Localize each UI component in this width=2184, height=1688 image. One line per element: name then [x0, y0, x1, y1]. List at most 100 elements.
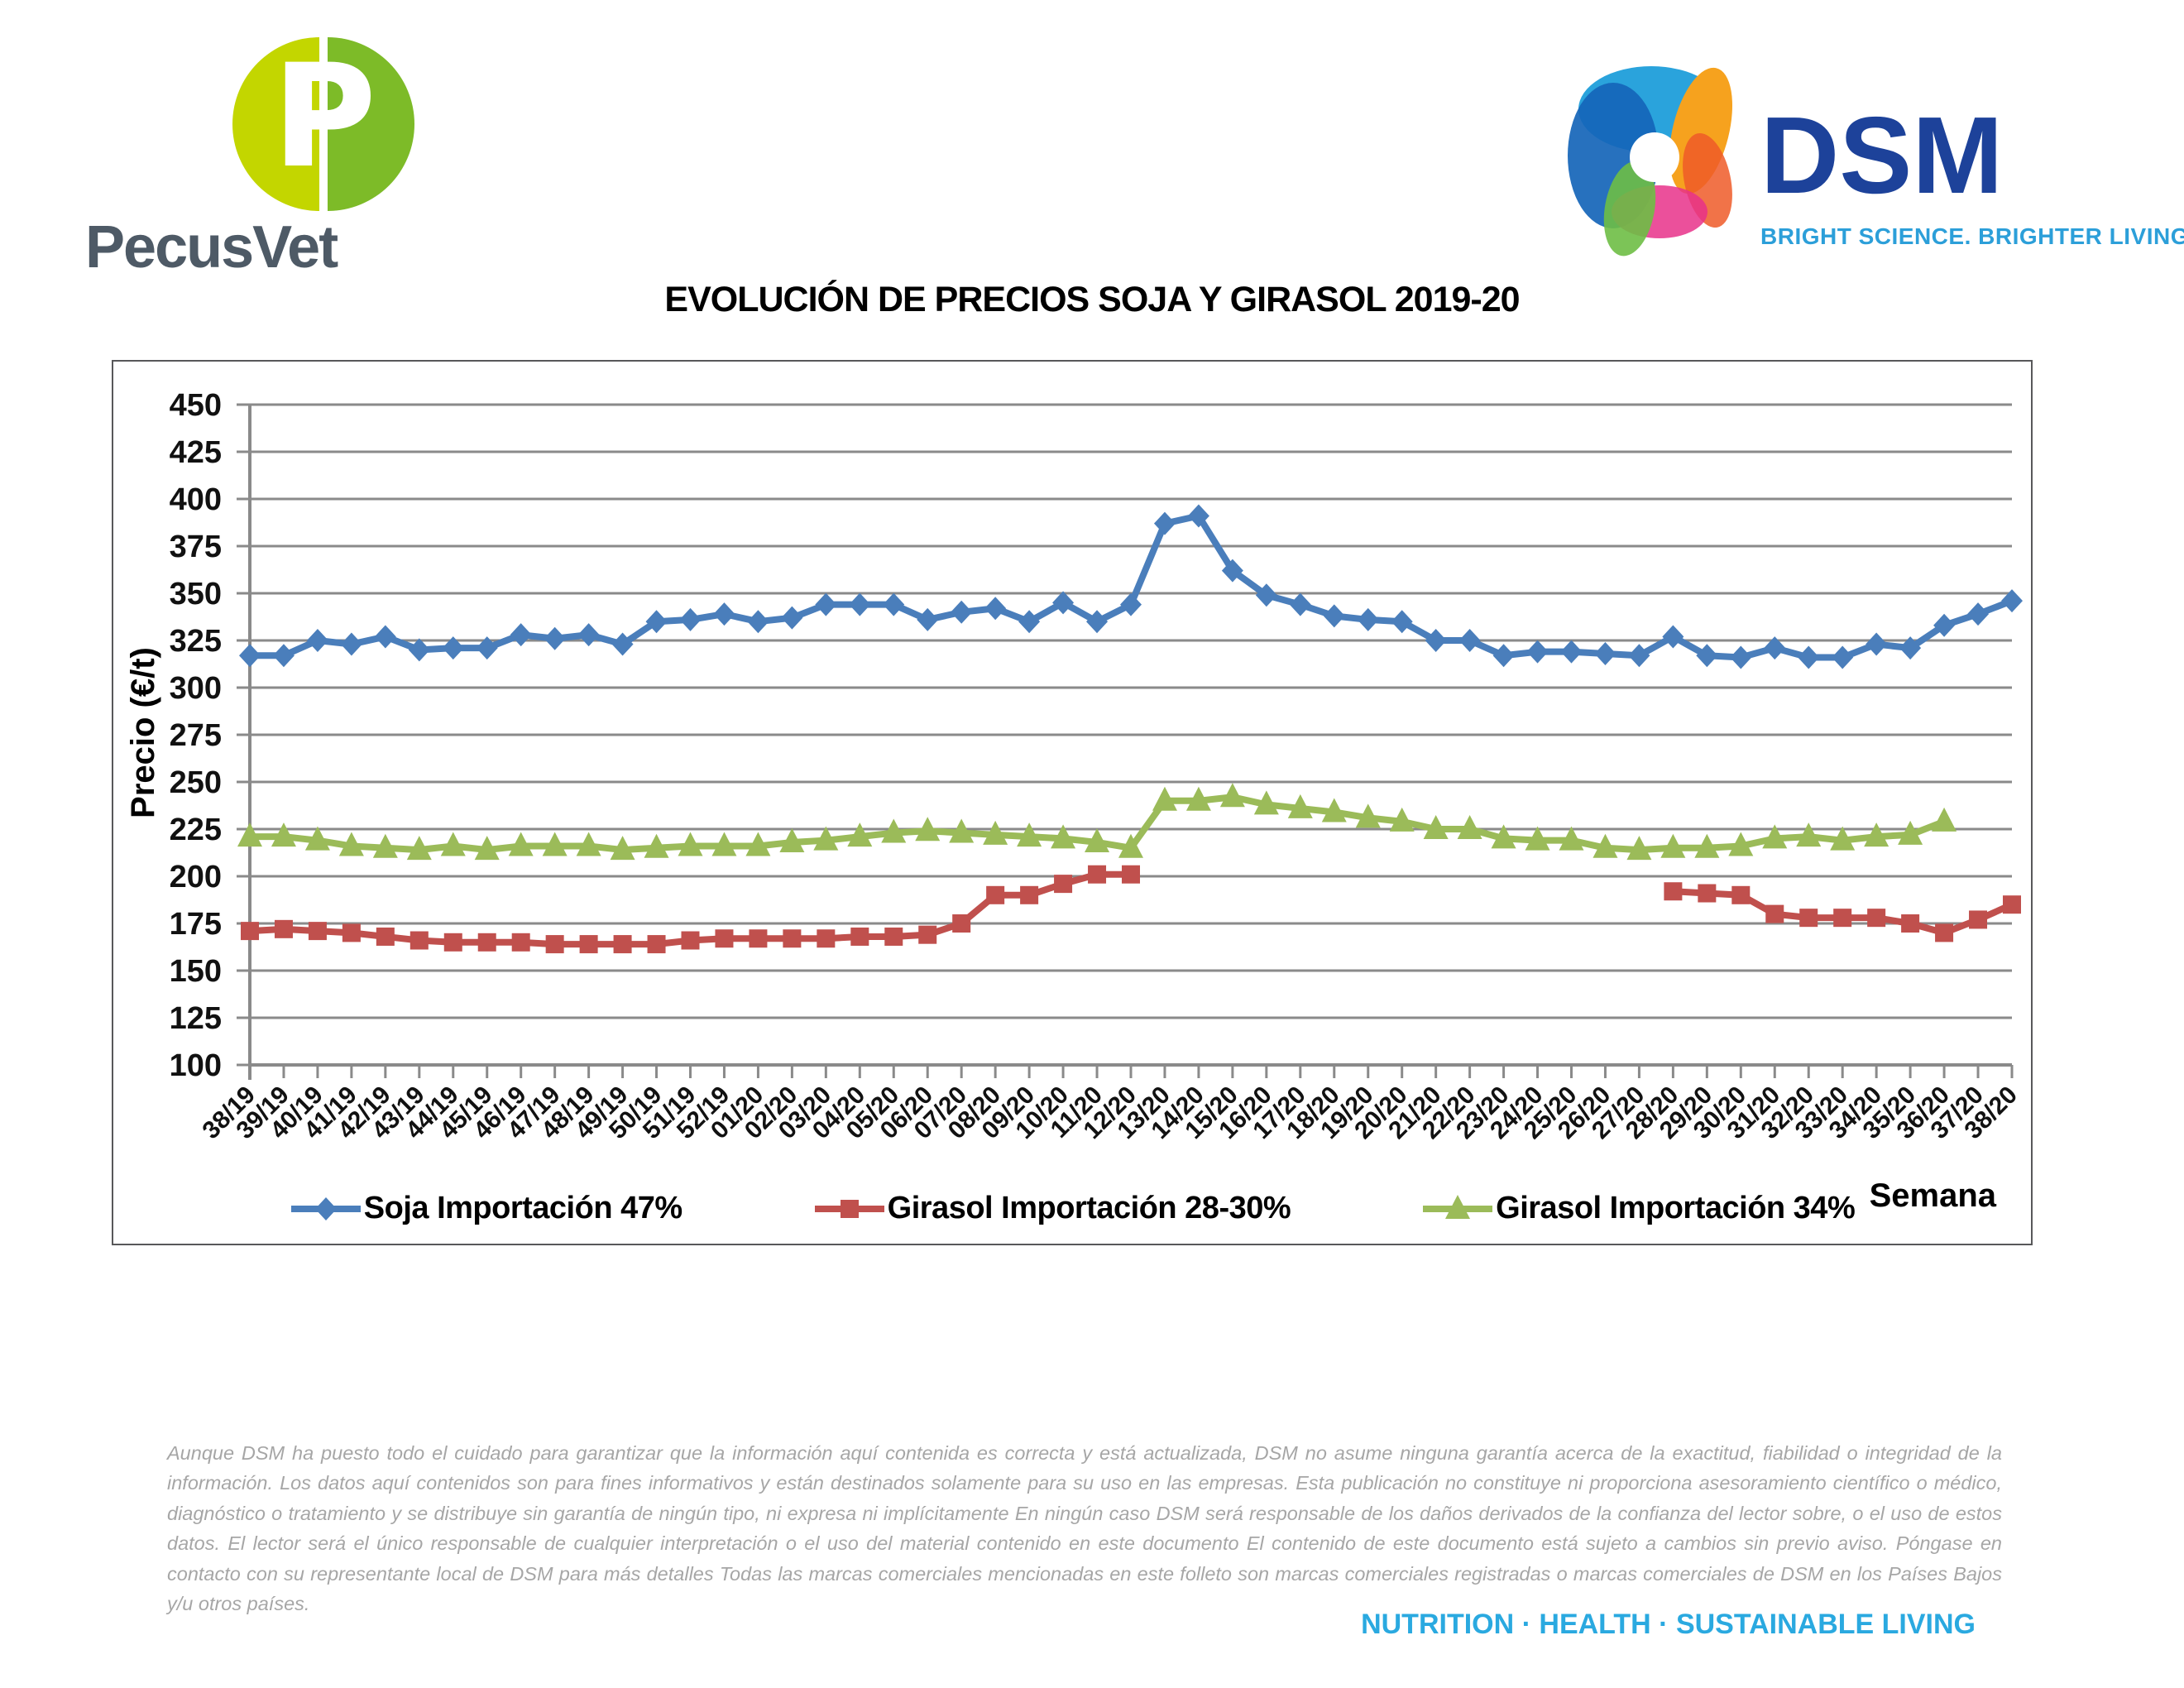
- data-point: [372, 833, 398, 858]
- data-point: [1662, 625, 1684, 649]
- legend-item-girasol-34[interactable]: Girasol Importación 34%: [1421, 1191, 1856, 1226]
- data-point: [1086, 610, 1109, 634]
- data-point: [408, 638, 430, 662]
- data-point: [1152, 786, 1177, 811]
- data-point: [1120, 592, 1142, 616]
- data-point: [1933, 613, 1956, 637]
- y-tick-label: 400: [170, 482, 222, 517]
- data-point: [443, 933, 462, 952]
- data-point: [915, 817, 941, 842]
- y-tick-label: 100: [170, 1048, 222, 1083]
- data-point: [1153, 511, 1176, 535]
- dsm-tagline: BRIGHT SCIENCE. BRIGHTER LIVING.: [1760, 223, 2184, 249]
- y-tick-label: 325: [170, 624, 222, 659]
- data-point: [813, 826, 839, 851]
- data-point: [374, 625, 396, 649]
- data-point: [1560, 640, 1583, 664]
- data-point: [779, 827, 805, 852]
- data-point: [745, 832, 771, 856]
- y-tick-label: 350: [170, 577, 222, 611]
- data-point: [1898, 820, 1923, 845]
- data-point: [510, 623, 532, 647]
- data-point: [440, 832, 466, 856]
- legend-item-soja[interactable]: Soja Importación 47%: [290, 1191, 682, 1226]
- data-point: [1935, 923, 1954, 942]
- data-point: [1730, 645, 1752, 669]
- disclaimer-text: Aunque DSM ha puesto todo el cuidado par…: [167, 1442, 2002, 1615]
- data-point: [1762, 824, 1788, 849]
- data-point: [1185, 786, 1211, 811]
- data-point: [1832, 645, 1854, 669]
- data-point: [713, 602, 735, 626]
- dsm-swirl-icon: [1568, 66, 1733, 257]
- data-point: [1799, 909, 1818, 928]
- dsm-wordmark: DSM: [1760, 94, 2004, 216]
- data-point: [1118, 833, 1143, 858]
- series-Girasol Importación 28-30%: [241, 865, 2021, 954]
- chart-title: EVOLUCIÓN DE PRECIOS SOJA Y GIRASOL 2019…: [664, 280, 1520, 319]
- data-point: [681, 931, 700, 950]
- data-point: [304, 826, 330, 851]
- data-point: [1187, 504, 1209, 528]
- data-point: [1664, 882, 1683, 901]
- data-point: [986, 885, 1005, 904]
- data-point: [271, 822, 296, 847]
- data-point: [1052, 591, 1075, 615]
- data-point: [406, 836, 432, 861]
- data-point: [308, 922, 327, 941]
- y-tick-label: 425: [170, 435, 222, 470]
- data-point: [611, 632, 634, 656]
- data-point: [1764, 636, 1786, 660]
- data-point: [1864, 822, 1889, 847]
- data-point: [1221, 559, 1243, 583]
- data-point: [237, 822, 262, 847]
- data-point: [1323, 604, 1345, 628]
- data-point: [647, 935, 666, 954]
- data-point: [1017, 822, 1042, 847]
- data-point: [1357, 607, 1379, 631]
- y-tick-label: 125: [170, 1001, 222, 1036]
- data-point: [477, 933, 496, 952]
- series-Girasol Importación 34%: [237, 783, 1957, 861]
- data-point: [1020, 885, 1039, 904]
- data-point: [1321, 798, 1347, 822]
- data-point: [1018, 610, 1041, 634]
- data-point: [613, 935, 632, 954]
- data-point: [1969, 910, 1988, 929]
- data-point: [1289, 592, 1311, 616]
- girasol-34-legend-marker-icon: [1423, 1194, 1493, 1219]
- data-point: [1594, 641, 1616, 665]
- data-point: [747, 610, 769, 634]
- data-point: [272, 644, 295, 668]
- data-point: [1458, 629, 1481, 652]
- data-point: [715, 929, 734, 948]
- price-chart: 100 125 150 175 200 225 250 275 300 325 350 375 400 4…: [170, 388, 2023, 1144]
- data-point: [644, 833, 669, 858]
- data-point: [847, 822, 873, 847]
- data-point: [1660, 833, 1686, 858]
- dsm-footer-tagline: NUTRITION · HEALTH · SUSTAINABLE LIVING: [1361, 1609, 1976, 1640]
- data-point: [850, 927, 869, 946]
- data-point: [1559, 826, 1584, 851]
- data-point: [1255, 583, 1277, 607]
- data-point: [442, 636, 464, 660]
- y-tick-label: 450: [170, 388, 222, 423]
- data-point: [815, 592, 837, 616]
- data-point: [679, 607, 702, 631]
- data-point: [749, 929, 768, 948]
- data-point: [1253, 790, 1279, 815]
- data-point: [1796, 822, 1822, 847]
- y-tick-label: 300: [170, 671, 222, 706]
- series-Soja Importación 47%: [239, 504, 2023, 669]
- data-point: [1765, 904, 1784, 923]
- y-tick-label: 200: [170, 860, 222, 894]
- data-point: [342, 923, 361, 942]
- data-point: [1626, 836, 1652, 861]
- chart-area: 100 125 150 175 200 225 250 275 300 325 350 375 400 4…: [112, 360, 2033, 1245]
- data-point: [1867, 909, 1886, 928]
- legend-item-girasol-28-30[interactable]: Girasol Importación 28-30%: [813, 1191, 1291, 1226]
- data-point: [1932, 807, 1957, 832]
- data-point: [476, 636, 498, 660]
- data-point: [2003, 895, 2021, 914]
- pecusvet-wordmark: PecusVet: [85, 214, 338, 281]
